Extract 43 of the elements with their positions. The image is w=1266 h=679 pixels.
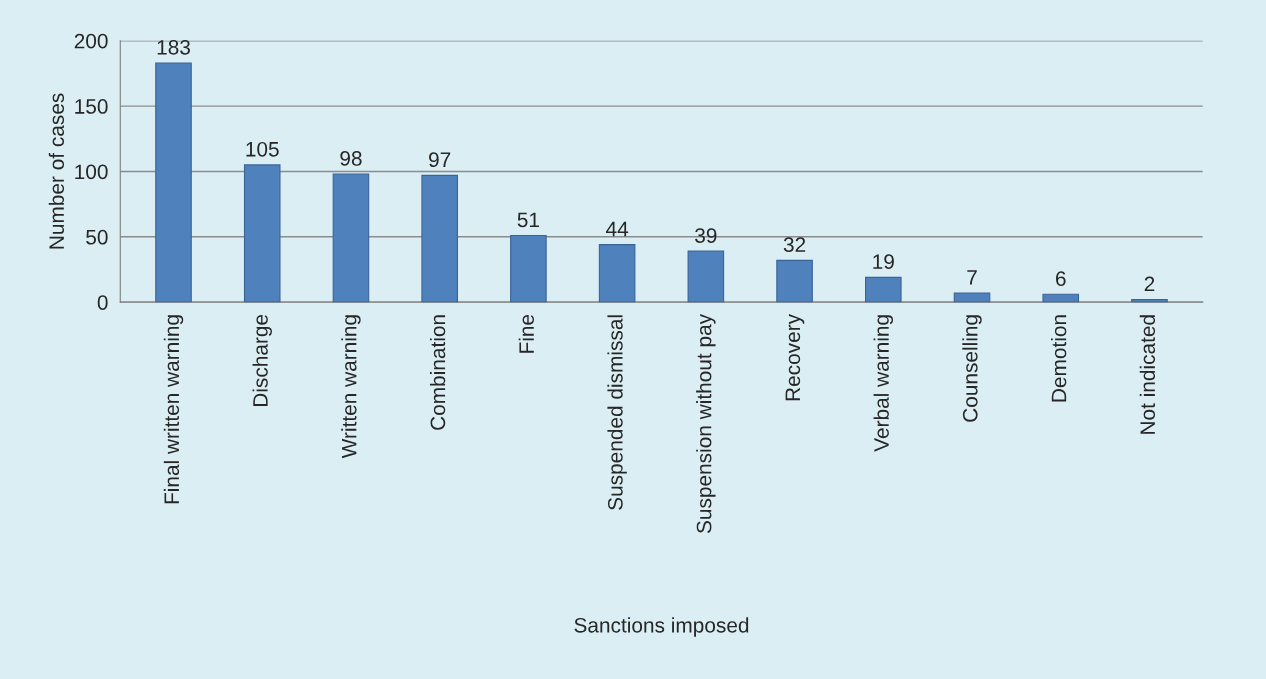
bar bbox=[953, 292, 991, 303]
bar bbox=[864, 276, 902, 303]
y-tick-label: 150 bbox=[75, 99, 108, 114]
data-label: 6 bbox=[1056, 271, 1066, 287]
data-label: 19 bbox=[873, 254, 894, 270]
data-label: 32 bbox=[783, 237, 806, 253]
data-label: 39 bbox=[695, 228, 717, 243]
x-tick-label: Combination bbox=[429, 315, 446, 430]
data-label: 7 bbox=[967, 270, 977, 285]
bar bbox=[687, 250, 725, 303]
y-axis-title: Number of cases bbox=[48, 93, 65, 249]
x-tick-label: Suspended dismissal bbox=[607, 315, 627, 510]
bar bbox=[243, 164, 281, 303]
bar bbox=[1042, 293, 1080, 303]
y-tick-label: 100 bbox=[75, 164, 108, 180]
data-label: 51 bbox=[517, 212, 539, 228]
data-label: 97 bbox=[429, 152, 451, 168]
x-tick-label: Fine bbox=[518, 314, 534, 353]
x-tick-label: Verbal warning bbox=[873, 315, 893, 452]
y-tick-label: 200 bbox=[74, 33, 108, 49]
data-label: 2 bbox=[1144, 276, 1155, 292]
bar bbox=[510, 234, 547, 303]
x-tick-label: Written warning bbox=[341, 315, 361, 459]
x-tick-label: Demotion bbox=[1051, 315, 1067, 402]
x-axis-title: Sanctions imposed bbox=[574, 617, 749, 637]
data-label: 44 bbox=[606, 221, 629, 237]
x-tick-label: Discharge bbox=[252, 314, 272, 407]
x-tick-label: Final written warning bbox=[163, 315, 184, 504]
bar bbox=[332, 173, 370, 303]
data-label: 183 bbox=[157, 39, 190, 55]
x-tick-label: Counselling bbox=[962, 315, 982, 422]
bar bbox=[598, 244, 636, 303]
x-tick-label: Recovery bbox=[785, 314, 805, 401]
x-tick-label: Not indicated bbox=[1139, 315, 1156, 434]
y-tick-label: 50 bbox=[86, 229, 108, 245]
y-tick-label: 0 bbox=[97, 295, 108, 310]
data-label: 105 bbox=[246, 141, 279, 157]
bar bbox=[421, 174, 458, 303]
bar bbox=[776, 259, 813, 303]
data-label: 98 bbox=[340, 151, 362, 166]
bar bbox=[155, 62, 192, 303]
bar bbox=[1131, 298, 1168, 303]
x-tick-label: Suspension without pay bbox=[696, 313, 716, 534]
